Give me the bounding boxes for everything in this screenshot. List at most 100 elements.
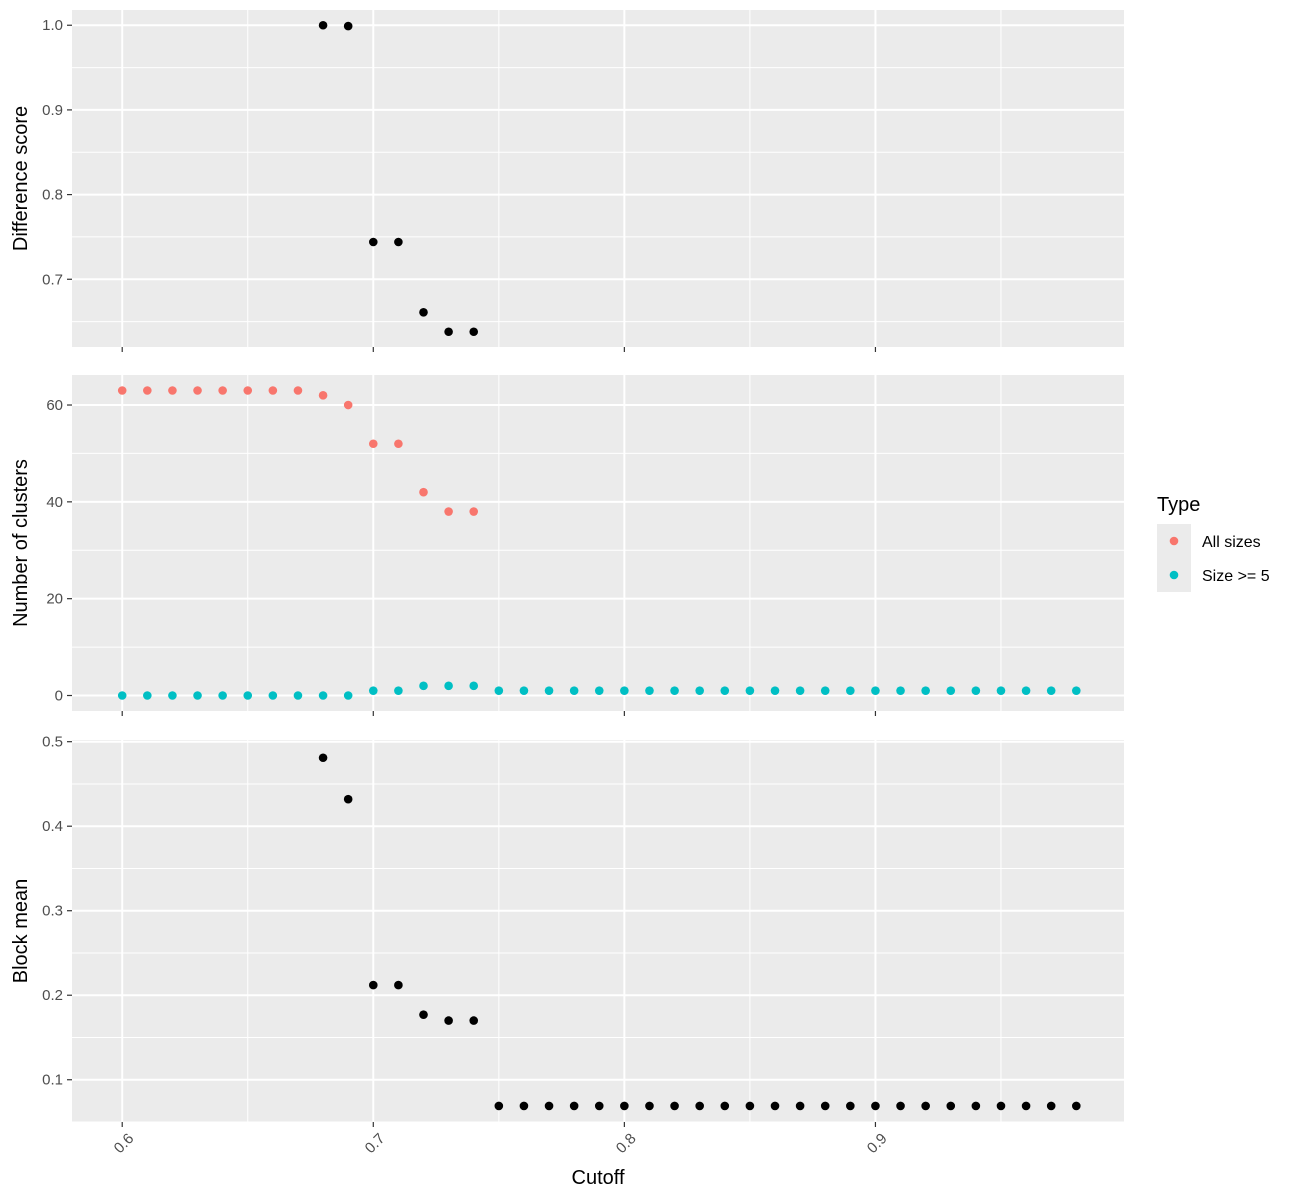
data-point [168,386,177,395]
data-point [494,686,504,695]
data-point [620,1101,629,1111]
legend-dot-size-ge-5 [1169,570,1179,580]
panels: 0.7 0.8 0.9 1.0 Difference score 0 20 40 60 Numbe… [10,10,1124,1157]
data-point [394,237,403,247]
data-point [896,686,905,695]
panel-background [72,740,1124,1122]
data-point [318,20,328,30]
data-point [846,686,855,695]
data-point [1046,1101,1056,1111]
data-point [469,327,479,337]
data-point [795,1101,805,1111]
data-point [921,1101,930,1111]
y-tick-label: 60 [46,397,63,414]
data-point [1071,686,1081,695]
data-point [770,1101,780,1111]
data-point [871,1101,880,1111]
data-point [318,391,328,400]
x-axis-title: Cutoff [572,1167,625,1189]
panel-block-mean: 0.1 0.2 0.3 0.4 0.5 0.6 0.7 0.8 0.9 Block mean [10,734,1124,1157]
data-point [921,686,930,695]
data-point [1021,1101,1031,1111]
data-point [1046,686,1056,695]
y-tick-label: 0.3 [42,903,63,920]
data-point [343,691,353,700]
data-point [444,1016,453,1025]
data-point [444,681,453,691]
data-point [268,691,278,700]
panel-number-of-clusters: 0 20 40 60 Number of clusters [10,375,1124,716]
y-tick-label: 0.8 [42,187,63,204]
data-point [318,691,328,700]
data-point [469,1016,479,1025]
data-point [670,686,679,695]
data-point [143,691,152,700]
panel-background [72,10,1124,347]
data-point [394,980,403,990]
legend-title: Type [1157,494,1200,516]
y-axis-title: Block mean [10,879,32,984]
y-tick-label: 0 [55,688,63,705]
data-point [996,686,1006,695]
data-point [544,1101,554,1111]
data-point [544,686,554,695]
data-point [946,1101,956,1111]
data-point [670,1101,679,1111]
data-point [368,237,378,247]
data-point [896,1101,905,1111]
data-point [444,507,453,516]
data-point [1071,1101,1081,1111]
data-point [846,1101,855,1111]
x-tick-label: 0.7 [362,1130,389,1157]
data-point [720,1101,730,1111]
data-point [343,21,353,31]
data-point [419,1010,428,1019]
data-point [519,686,529,695]
data-point [394,686,403,695]
data-point [243,691,253,700]
data-point [268,386,278,395]
data-point [469,681,479,691]
y-tick-label: 20 [46,591,63,608]
y-tick-label: 0.2 [42,987,63,1004]
data-point [168,691,177,700]
data-point [419,307,428,317]
data-point [193,386,202,395]
y-tick-label: 0.9 [42,102,63,119]
data-point [519,1101,529,1111]
legend-dot-all-sizes [1169,536,1179,546]
y-tick-label: 40 [46,494,63,511]
data-point [645,1101,654,1111]
data-point [695,686,704,695]
data-point [218,386,227,395]
data-point [368,686,378,695]
data-point [419,681,428,691]
panel-difference-score: 0.7 0.8 0.9 1.0 Difference score [10,10,1124,352]
data-point [594,686,604,695]
data-point [117,386,127,395]
legend-label-all-sizes: All sizes [1202,534,1261,551]
data-point [1021,686,1031,695]
data-point [871,686,880,695]
data-point [368,980,378,990]
data-point [293,386,303,395]
data-point [645,686,654,695]
data-point [745,686,755,695]
data-point [971,1101,981,1111]
data-point [243,386,253,395]
data-point [695,1101,704,1111]
data-point [795,686,805,695]
data-point [996,1101,1006,1111]
y-tick-label: 0.7 [42,271,63,288]
data-point [745,1101,755,1111]
data-point [193,691,202,700]
data-point [569,686,579,695]
data-point [318,753,328,763]
data-point [419,487,428,497]
data-point [569,1101,579,1111]
x-tick-label: 0.9 [864,1130,891,1157]
data-point [444,327,453,337]
x-tick-label: 0.8 [613,1130,640,1157]
data-point [494,1101,504,1111]
data-point [218,691,227,700]
